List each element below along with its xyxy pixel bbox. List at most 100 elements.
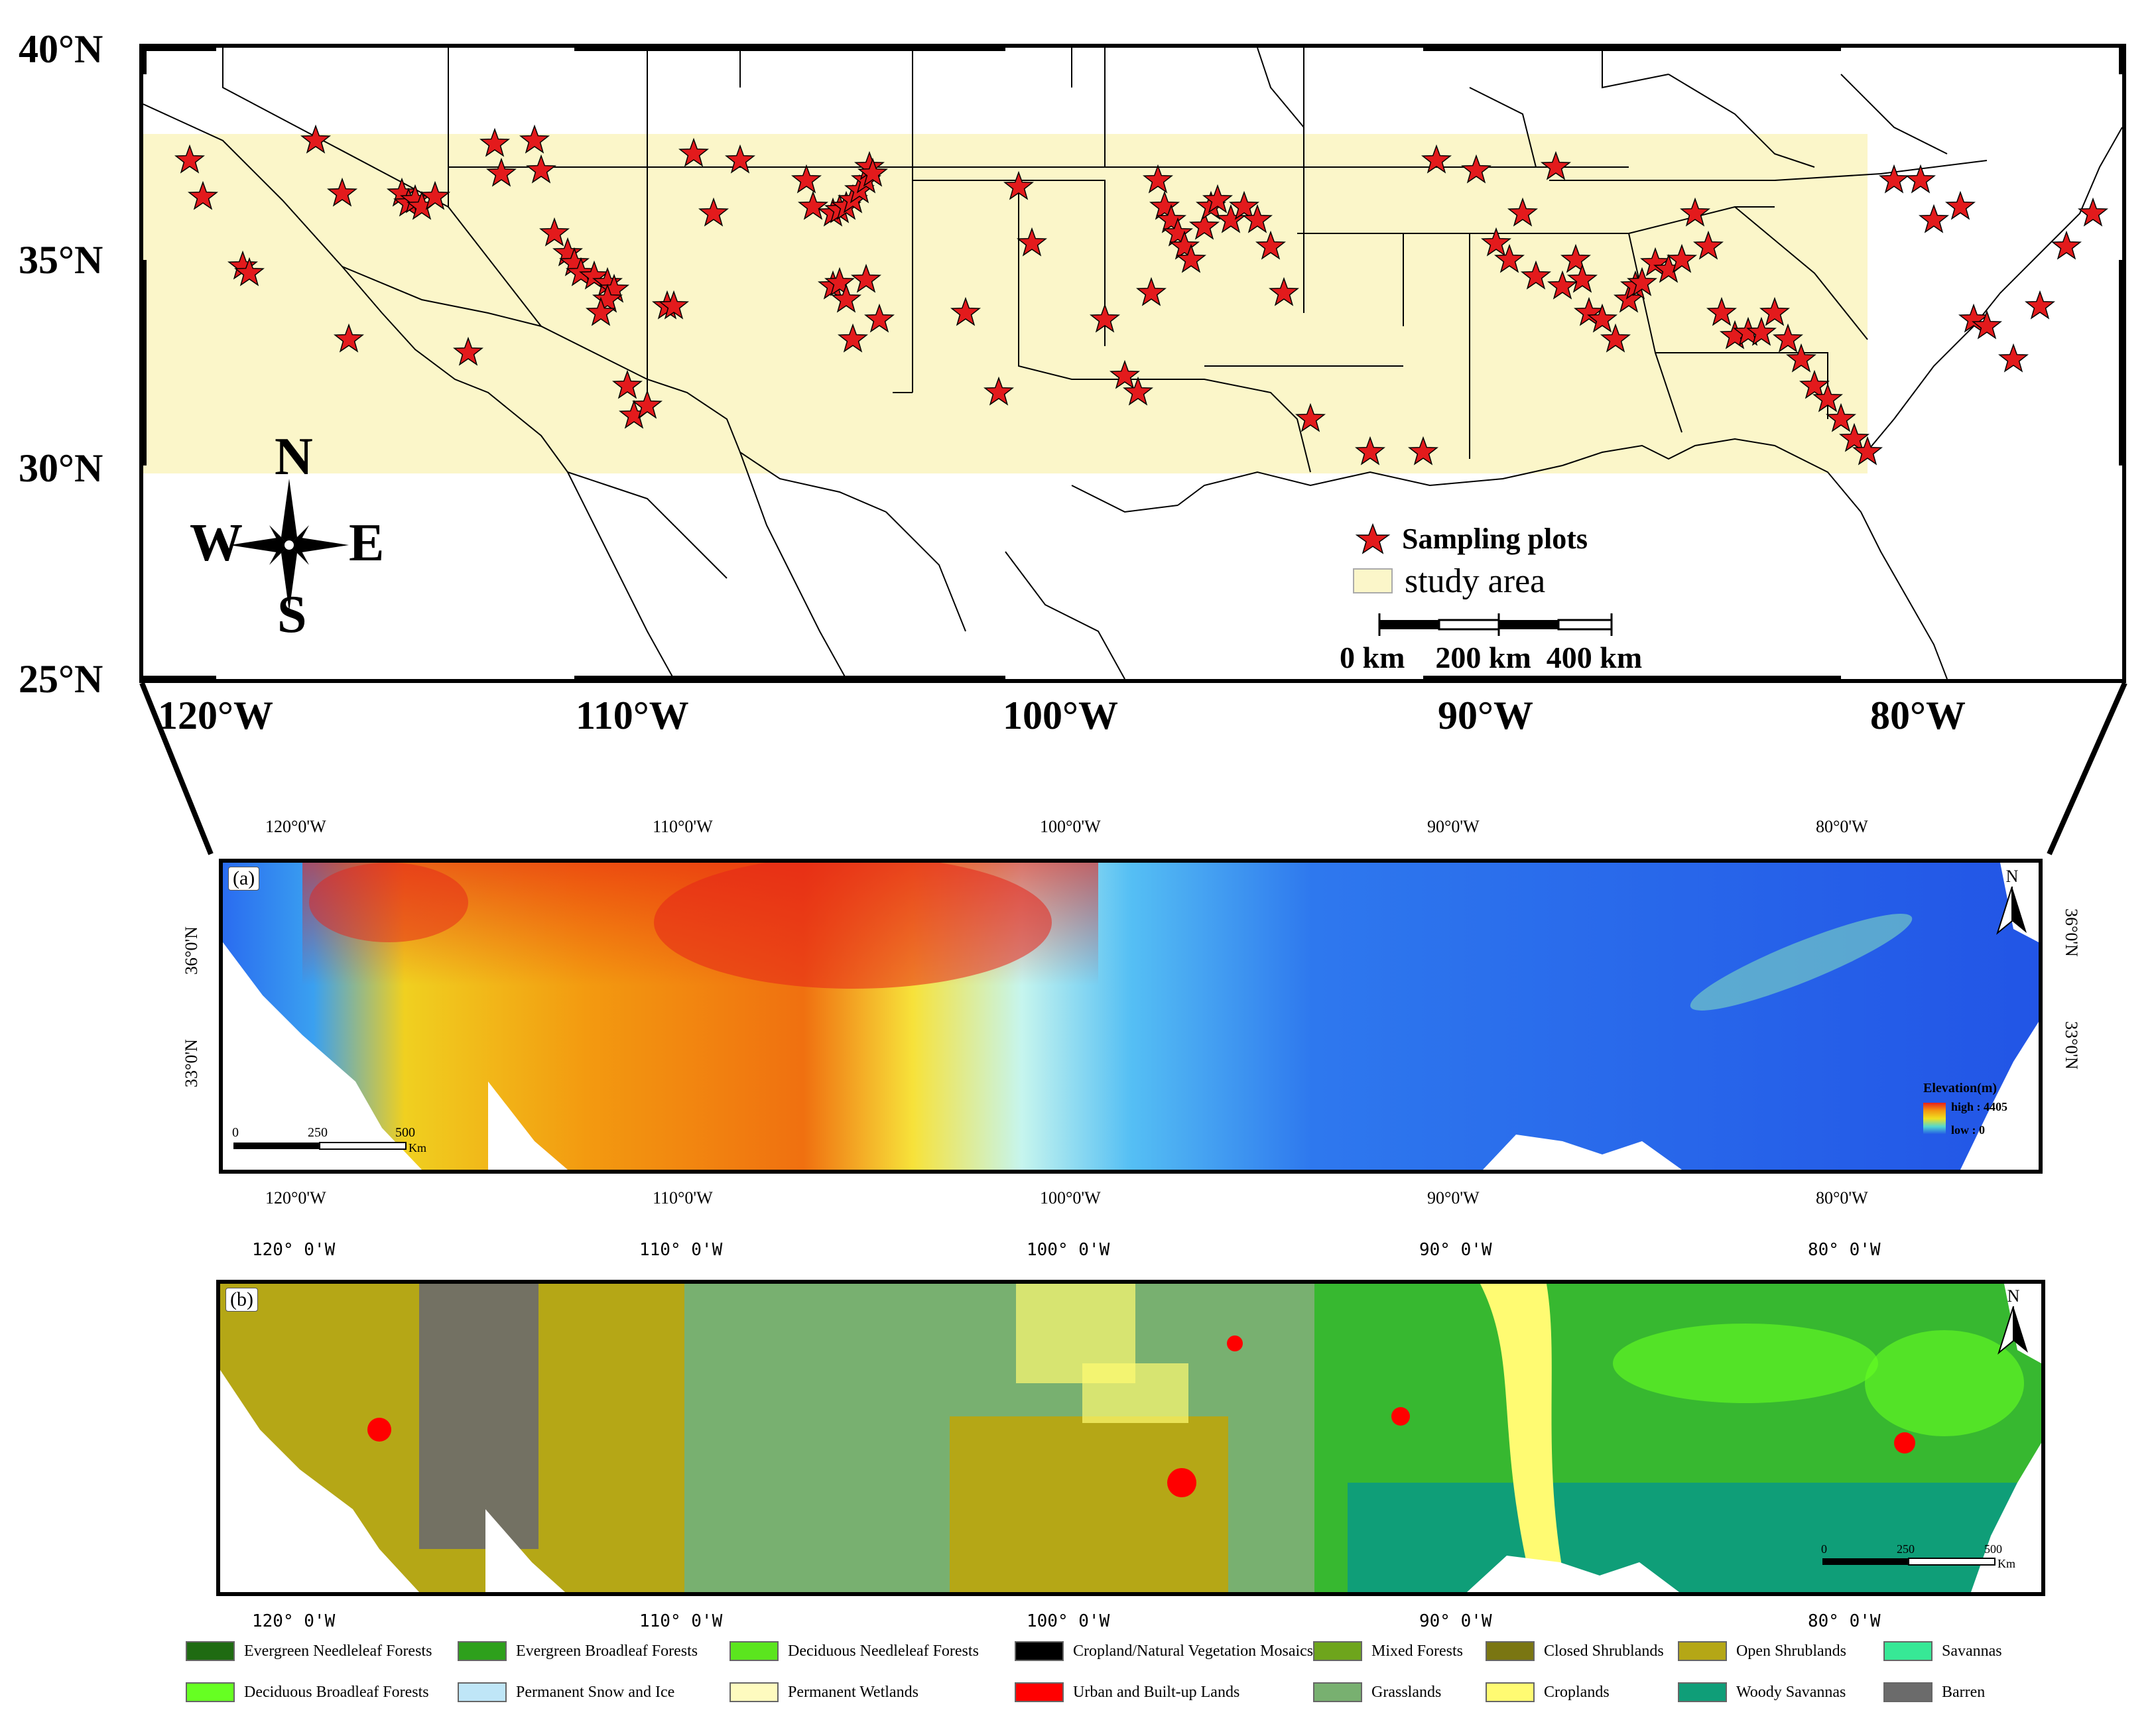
landcover-legend-item: Croplands	[1486, 1682, 1610, 1702]
sampling-plot-star	[1169, 230, 1200, 260]
landcover-legend-item: Woody Savannas	[1678, 1682, 1846, 1702]
sampling-plot-star	[1812, 383, 1843, 412]
landcover-swatch	[458, 1641, 507, 1661]
lon-label-80: 80°W	[1870, 694, 1966, 737]
sampling-plot-star	[838, 323, 868, 353]
landcover-swatch	[1313, 1682, 1362, 1702]
panel-b-tag: (b)	[225, 1288, 258, 1312]
landcover-swatch	[1015, 1641, 1064, 1661]
sampling-plot-star	[1521, 260, 1551, 290]
pa-scale-0: 0	[232, 1125, 239, 1140]
landcover-legend-item: Barren	[1883, 1682, 1985, 1702]
sampling-plot-star	[1667, 243, 1697, 273]
pa-lon-bottom-4: 80°0'W	[1816, 1188, 1868, 1208]
sampling-plot-star	[592, 283, 623, 313]
sampling-plot-star	[1786, 343, 1816, 373]
landcover-label: Evergreen Needleleaf Forests	[244, 1642, 432, 1660]
sampling-plot-star	[831, 283, 861, 313]
sampling-plot-star	[1143, 164, 1173, 194]
pa-lon-top-2: 100°0'W	[1040, 817, 1101, 836]
pb-lon-top-1: 110° 0'W	[639, 1240, 723, 1260]
lon-label-110: 110°W	[576, 694, 689, 737]
study-area-band	[143, 134, 1868, 473]
pa-lon-bottom-1: 110°0'W	[653, 1188, 713, 1208]
sampling-plot-star	[1461, 154, 1491, 184]
north-arrow-icon	[1996, 886, 2027, 935]
landcover-legend-item: Savannas	[1883, 1641, 2002, 1661]
sampling-plot-star	[678, 137, 709, 167]
sampling-plot-star	[1421, 144, 1452, 174]
landcover-legend-item: Open Shrublands	[1678, 1641, 1846, 1661]
sampling-plot-star	[798, 190, 828, 220]
landcover-swatch	[1678, 1641, 1727, 1661]
sampling-plot-star	[1627, 267, 1657, 296]
sampling-plot-stars	[174, 124, 2108, 465]
sampling-plot-star	[632, 389, 663, 419]
landcover-label: Barren	[1942, 1683, 1986, 1701]
landcover-swatch	[186, 1641, 235, 1661]
sampling-plot-star	[1017, 227, 1047, 257]
landcover-swatch	[1883, 1682, 1933, 1702]
landcover-legend-item: Mixed Forests	[1313, 1641, 1463, 1661]
lon-label-100: 100°W	[1003, 694, 1118, 737]
sampling-plot-star	[1693, 230, 1724, 260]
pb-lon-bottom-3: 90° 0'W	[1419, 1611, 1492, 1631]
sampling-plot-star	[1269, 277, 1299, 306]
sampling-plot-star	[420, 180, 450, 210]
sampling-plot-star	[1773, 323, 1803, 353]
sampling-plot-star	[1826, 403, 1856, 432]
sampling-plot-star	[1156, 204, 1186, 233]
sampling-plot-star	[1003, 170, 1034, 200]
sampling-plot-star	[327, 177, 357, 207]
sampling-plot-star	[174, 144, 205, 174]
landcover-legend-item: Deciduous Broadleaf Forests	[186, 1682, 429, 1702]
pa-lon-top-3: 90°0'W	[1427, 817, 1480, 836]
pa-lat-left-0: 36°0'N	[182, 926, 201, 975]
landcover-label: Urban and Built-up Lands	[1073, 1683, 1240, 1701]
landcover-label: Mixed Forests	[1371, 1642, 1463, 1660]
landcover-legend-item: Urban and Built-up Lands	[1015, 1682, 1239, 1702]
us-map-svg	[143, 48, 2122, 679]
study-area-swatch	[1353, 568, 1393, 593]
landcover-swatch	[729, 1682, 779, 1702]
landcover-swatch	[1486, 1682, 1535, 1702]
landcover-legend: Evergreen Needleleaf Forests Evergreen Br…	[186, 1641, 2142, 1727]
pb-lon-bottom-1: 110° 0'W	[639, 1611, 723, 1631]
compass-s: S	[277, 586, 307, 644]
north-arrow-icon	[1997, 1306, 2028, 1355]
landcover-label: Deciduous Needleleaf Forests	[788, 1642, 979, 1660]
elevation-legend: Elevation(m) high : 4405 low : 0	[1923, 1081, 2007, 1137]
legend-study-area: study area	[1353, 560, 1588, 602]
landcover-legend-item: Permanent Snow and Ice	[458, 1682, 674, 1702]
panel-a-scale: 0 250 500 Km	[232, 1125, 444, 1158]
landcover-legend-item: Cropland/Natural Vegetation Mosaics	[1015, 1641, 1313, 1661]
pa-lon-top-1: 110°0'W	[653, 817, 713, 836]
pb-lon-bottom-4: 80° 0'W	[1808, 1611, 1881, 1631]
pb-scale-250: 250	[1897, 1542, 1915, 1556]
sampling-plot-star	[334, 323, 364, 353]
landcover-label: Closed Shrublands	[1544, 1642, 1664, 1660]
sampling-plot-star	[612, 369, 643, 399]
sampling-plot-star	[519, 124, 550, 154]
pb-lon-top-3: 90° 0'W	[1419, 1240, 1492, 1260]
pa-scale-unit: Km	[409, 1141, 426, 1154]
landcover-swatch	[458, 1682, 507, 1702]
legend-study-area-label: study area	[1405, 562, 1546, 600]
lat-label-40: 40°N	[19, 27, 103, 71]
sampling-plot-star	[188, 180, 218, 210]
elevation-legend-low: low : 0	[1951, 1123, 1985, 1137]
sampling-plot-star	[1123, 376, 1153, 406]
sampling-plot-star	[234, 257, 265, 286]
pa-lon-top-4: 80°0'W	[1816, 817, 1868, 836]
sampling-plot-star	[1189, 210, 1220, 240]
lat-label-35: 35°N	[19, 238, 103, 282]
sampling-plot-star	[857, 157, 888, 187]
sampling-plot-star	[1481, 227, 1511, 257]
lon-label-120: 120°W	[158, 694, 273, 737]
sampling-plot-star	[2078, 197, 2108, 227]
panel-a-tag: (a)	[228, 867, 260, 891]
landcover-legend-item: Closed Shrublands	[1486, 1641, 1664, 1661]
elevation-map-panel: (a) N 0 250 500 Km	[219, 859, 2043, 1174]
landcover-raster	[220, 1284, 2041, 1592]
pa-lon-bottom-0: 120°0'W	[265, 1188, 326, 1208]
